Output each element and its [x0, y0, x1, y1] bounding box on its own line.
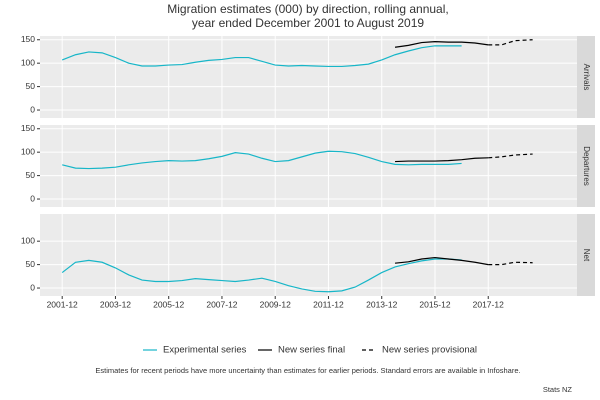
- panel-background: [40, 125, 577, 207]
- chart-title: Migration estimates (000) by direction, …: [167, 2, 448, 16]
- x-tick-label: 2003-12: [100, 299, 131, 309]
- y-tick-label: 50: [26, 259, 36, 269]
- y-tick-label: 50: [26, 170, 36, 180]
- series-line: [61, 45, 462, 68]
- chart-subtitle: year ended December 2001 to August 2019: [192, 16, 424, 30]
- series-line: [62, 150, 462, 170]
- x-tick-label: 2005-12: [153, 299, 184, 309]
- series-line: [488, 261, 533, 266]
- y-tick-label: 50: [26, 81, 36, 91]
- series-line: [394, 41, 489, 48]
- strip-label: Net: [582, 249, 591, 262]
- series-line: [395, 157, 489, 163]
- source: Stats NZ: [543, 385, 573, 394]
- y-tick-label: 0: [30, 282, 35, 292]
- strip: [577, 125, 595, 207]
- strip-label: Departures: [582, 146, 591, 186]
- strip: [577, 36, 595, 118]
- series-line: [61, 258, 462, 293]
- y-tick-label: 0: [30, 104, 35, 114]
- x-tick-label: 2017-12: [473, 299, 504, 309]
- y-tick-label: 100: [21, 235, 35, 245]
- x-tick-label: 2013-12: [366, 299, 397, 309]
- x-tick-label: 2011-12: [313, 299, 344, 309]
- y-tick-label: 150: [21, 34, 35, 44]
- panel-background: [40, 36, 577, 118]
- y-tick-label: 150: [21, 123, 35, 133]
- y-tick-label: 0: [30, 193, 35, 203]
- strip: [577, 214, 595, 296]
- legend-label: New series final: [278, 345, 345, 356]
- caption: Estimates for recent periods have more u…: [95, 366, 520, 375]
- x-tick-label: 2015-12: [419, 299, 450, 309]
- series-line: [488, 39, 533, 46]
- legend-label: New series provisional: [382, 345, 477, 356]
- strip-label: Arrivals: [582, 64, 591, 91]
- y-tick-label: 100: [21, 146, 35, 156]
- panel-background: [40, 214, 577, 296]
- y-tick-label: 100: [21, 57, 35, 67]
- series-line: [488, 153, 533, 159]
- series-line: [394, 256, 489, 266]
- x-tick-label: 2001-12: [47, 299, 78, 309]
- x-tick-label: 2007-12: [206, 299, 237, 309]
- legend-label: Experimental series: [163, 345, 247, 356]
- x-tick-label: 2009-12: [260, 299, 291, 309]
